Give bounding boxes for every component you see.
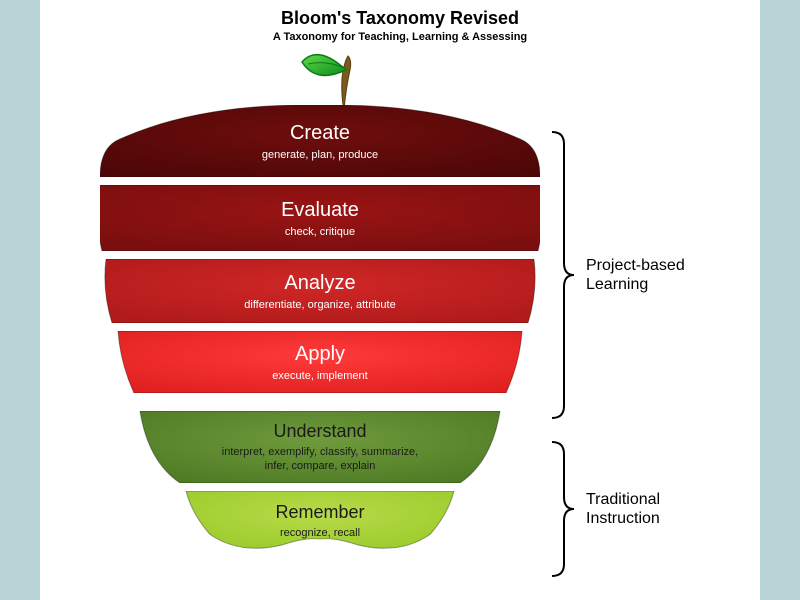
header: Bloom's Taxonomy Revised A Taxonomy for … [40,0,760,43]
slice-label: Understand [273,421,366,442]
slice-label: Apply [295,343,345,366]
bracket-project-based: Project-basedLearning [550,130,685,420]
slice-label: Remember [275,502,364,523]
page-subtitle: A Taxonomy for Teaching, Learning & Asse… [40,31,760,43]
bracket-label: Project-basedLearning [586,256,685,294]
slice-desc: interpret, exemplify, classify, summariz… [222,446,418,474]
bracket-traditional: TraditionalInstruction [550,440,660,578]
slice-create: Create generate, plan, produce [100,105,540,177]
slice-label: Create [290,122,350,145]
slice-desc: differentiate, organize, attribute [244,299,395,311]
slice-apply: Apply execute, implement [100,331,540,393]
slice-desc: execute, implement [272,370,367,382]
slice-evaluate: Evaluate check, critique [100,185,540,251]
page: Bloom's Taxonomy Revised A Taxonomy for … [40,0,760,600]
slice-label: Evaluate [281,199,359,222]
slice-understand: Understand interpret, exemplify, classif… [100,411,540,483]
slice-label: Analyze [284,272,355,295]
bracket-label: TraditionalInstruction [586,490,660,528]
slice-desc: generate, plan, produce [262,149,378,161]
slice-remember: Remember recognize, recall [100,491,540,549]
slice-desc: recognize, recall [280,527,360,539]
slice-analyze: Analyze differentiate, organize, attribu… [100,259,540,323]
slice-desc: check, critique [285,226,355,238]
apple-diagram: Create generate, plan, produce Evaluate … [100,105,540,557]
page-title: Bloom's Taxonomy Revised [40,8,760,29]
